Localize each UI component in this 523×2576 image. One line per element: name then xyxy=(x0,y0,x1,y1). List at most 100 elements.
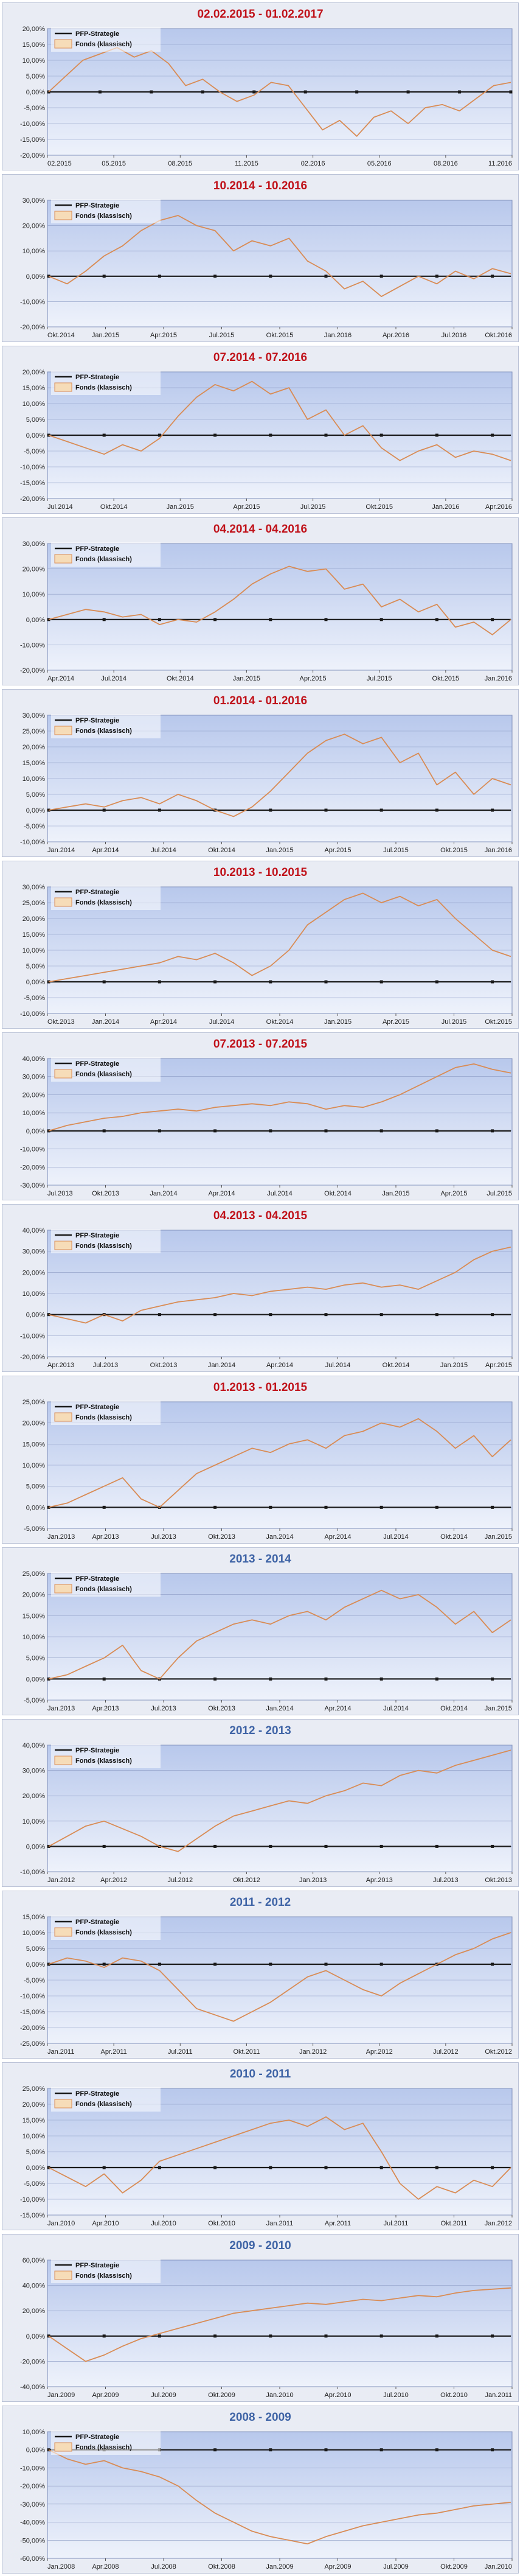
legend: PFP-Strategie Fonds (klassisch) xyxy=(51,2087,161,2112)
x-tick-label: Jan.2015 xyxy=(266,847,293,854)
x-tick-label: Okt.2014 xyxy=(100,503,128,511)
strategy-marker xyxy=(491,1505,494,1509)
y-tick-label: 10,00% xyxy=(23,947,46,954)
legend-fund-swatch xyxy=(54,726,72,735)
x-tick-label: Apr.2015 xyxy=(383,1018,409,1026)
legend-fund-swatch xyxy=(54,2099,72,2109)
legend-strategy-label: PFP-Strategie xyxy=(75,1919,119,1926)
y-tick-label: 40,00% xyxy=(23,2283,46,2290)
x-tick-label: Jan.2014 xyxy=(47,847,75,854)
strategy-marker xyxy=(269,808,272,812)
chart-title: 07.2013 - 07.2015 xyxy=(213,1038,308,1051)
strategy-marker xyxy=(379,1129,383,1133)
y-tick-label: 20,00% xyxy=(23,2308,46,2315)
strategy-marker xyxy=(324,1844,328,1848)
legend-strategy-label: PFP-Strategie xyxy=(75,889,119,896)
legend-strategy-label: PFP-Strategie xyxy=(75,374,119,381)
y-tick-label: -5,00% xyxy=(24,995,45,1002)
strategy-marker xyxy=(435,1129,438,1133)
legend-fund-label: Fonds (klassisch) xyxy=(75,1757,132,1765)
y-tick-label: 10,00% xyxy=(23,2133,46,2140)
strategy-marker xyxy=(491,433,494,437)
chart-title: 01.2013 - 01.2015 xyxy=(213,1381,308,1394)
chart-panel: 2013 - 2014 25,00% 20,00% 15,00% 10,00% 5,00%… xyxy=(2,1547,519,1715)
x-tick-label: Jul.2013 xyxy=(151,1705,176,1712)
strategy-marker xyxy=(269,1962,272,1966)
x-tick-label: Okt.2014 xyxy=(266,1018,294,1026)
x-tick-label: Jul.2008 xyxy=(151,2563,176,2571)
y-tick-label: 20,00% xyxy=(23,1420,46,1427)
legend-fund-swatch xyxy=(54,897,72,907)
y-tick-label: -15,00% xyxy=(20,2212,45,2219)
x-tick-label: Jul.2015 xyxy=(300,503,326,511)
y-tick-label: -10,00% xyxy=(20,1332,45,1340)
x-tick-label: Apr.2013 xyxy=(47,1362,74,1369)
y-tick-label: 10,00% xyxy=(23,1462,46,1469)
y-tick-label: 0,00% xyxy=(26,2447,45,2454)
line-chart: 04.2013 - 04.2015 40,00% 30,00% 20,00% 10,00… xyxy=(20,1209,513,1369)
x-tick-label: Jan.2011 xyxy=(485,2392,512,2399)
legend-fund-swatch xyxy=(54,1241,72,1250)
y-tick-label: -10,00% xyxy=(20,839,45,846)
fund-series-line xyxy=(48,2287,511,2362)
y-tick-label: -10,00% xyxy=(20,1146,45,1153)
strategy-marker xyxy=(355,90,359,94)
x-tick-label: Okt.2014 xyxy=(167,675,194,682)
fund-series-line xyxy=(48,2116,511,2200)
y-tick-label: 30,00% xyxy=(23,1248,46,1256)
chart-panel: 2010 - 2011 25,00% 20,00% 15,00% 10,00% 5,00%… xyxy=(2,2062,519,2230)
fund-series-line xyxy=(48,1246,511,1324)
chart-panel: 01.2013 - 01.2015 25,00% 20,00% 15,00% 10,00… xyxy=(2,1376,519,1544)
x-tick-label: Jan.2013 xyxy=(47,1533,75,1541)
strategy-marker xyxy=(491,275,494,278)
strategy-marker xyxy=(324,2166,328,2169)
strategy-marker xyxy=(435,1677,438,1681)
y-tick-label: 10,00% xyxy=(23,1110,46,1117)
legend: PFP-Strategie Fonds (klassisch) xyxy=(51,1401,161,1425)
x-tick-label: Jan.2014 xyxy=(266,1705,293,1712)
strategy-marker xyxy=(269,275,272,278)
x-tick-label: Jan.2016 xyxy=(432,503,459,511)
y-tick-label: 25,00% xyxy=(23,1399,46,1406)
y-tick-label: 20,00% xyxy=(23,1793,46,1800)
chart-panel: 04.2013 - 04.2015 40,00% 30,00% 20,00% 10,00… xyxy=(2,1204,519,1372)
legend-fund-label: Fonds (klassisch) xyxy=(75,212,132,220)
x-tick-label: Jan.2010 xyxy=(266,2392,293,2399)
x-tick-label: Jul.2013 xyxy=(47,1190,73,1197)
strategy-marker xyxy=(158,433,161,437)
chart-panel: 10.2014 - 10.2016 30,00% 20,00% 10,00% 0,00%… xyxy=(2,174,519,342)
y-tick-label: 5,00% xyxy=(26,791,45,799)
x-tick-label: Jul.2015 xyxy=(487,1190,512,1197)
strategy-marker xyxy=(102,1505,106,1509)
strategy-marker xyxy=(213,1313,217,1317)
y-tick-label: 15,00% xyxy=(23,1441,46,1448)
strategy-marker xyxy=(379,2166,383,2169)
y-tick-label: 15,00% xyxy=(23,2117,46,2124)
y-tick-label: 5,00% xyxy=(26,73,45,80)
y-tick-label: -30,00% xyxy=(20,2501,45,2508)
y-tick-label: 15,00% xyxy=(23,760,46,767)
y-tick-label: -10,00% xyxy=(20,2196,45,2203)
x-tick-label: Apr.2009 xyxy=(92,2392,119,2399)
x-tick-label: Jan.2009 xyxy=(47,2392,75,2399)
y-tick-label: 20,00% xyxy=(23,1269,46,1276)
x-tick-label: Jul.2012 xyxy=(167,1877,193,1884)
y-tick-label: -5,00% xyxy=(24,1977,45,1984)
x-tick-label: Apr.2014 xyxy=(47,675,74,682)
strategy-marker xyxy=(379,1313,383,1317)
chart-panel: 07.2014 - 07.2016 20,00% 15,00% 10,00% 5,00%… xyxy=(2,346,519,514)
fund-series-line xyxy=(48,380,511,461)
x-tick-label: Apr.2012 xyxy=(366,2048,393,2056)
strategy-marker xyxy=(491,2448,494,2452)
legend: PFP-Strategie Fonds (klassisch) xyxy=(51,1572,161,1597)
y-tick-label: 0,00% xyxy=(26,2165,45,2172)
strategy-marker xyxy=(491,808,494,812)
x-tick-label: Okt.2011 xyxy=(234,2048,260,2056)
legend-fund-swatch xyxy=(54,1755,72,1765)
x-tick-label: Jul.2011 xyxy=(384,2220,409,2227)
strategy-marker xyxy=(435,1505,438,1509)
x-tick-label: Okt.2014 xyxy=(208,847,235,854)
strategy-marker xyxy=(47,275,50,278)
x-tick-label: Apr.2013 xyxy=(366,1877,393,1884)
x-tick-label: Jan.2016 xyxy=(485,675,512,682)
